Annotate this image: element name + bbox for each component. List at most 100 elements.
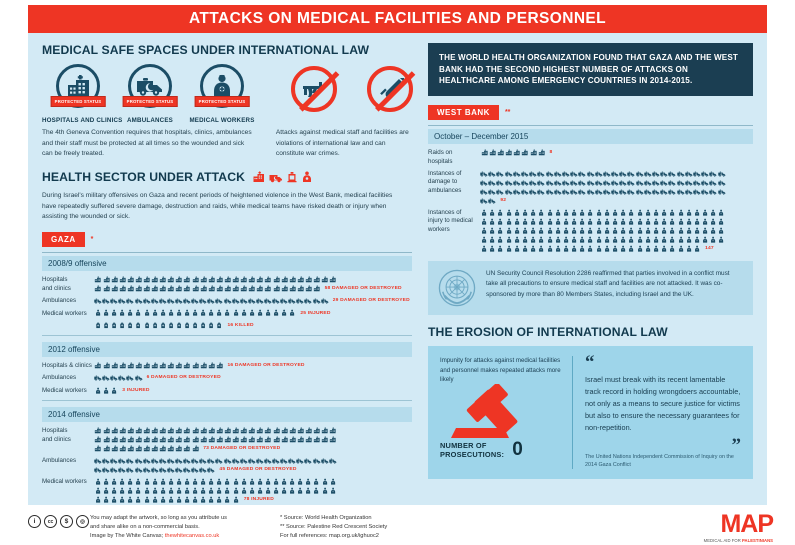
glyph-cell xyxy=(570,235,578,244)
glyph-cell xyxy=(570,169,578,178)
hospital-icon xyxy=(200,427,207,434)
medical-worker-icon xyxy=(144,310,149,316)
medical-worker-icon xyxy=(201,496,206,503)
ambulance-icon xyxy=(521,171,529,177)
glyph-cell xyxy=(215,426,223,435)
medical-worker-icon xyxy=(531,227,536,234)
ambulance-rear-icon xyxy=(287,172,297,183)
medical-worker-icon xyxy=(703,218,708,225)
offensive-block-title: 2008/9 offensive xyxy=(42,256,412,272)
glyph-cell xyxy=(488,169,496,178)
medical-worker-icon xyxy=(662,227,667,234)
data-row-note: 25 INJURED xyxy=(300,310,331,316)
glyph-cell xyxy=(668,208,676,217)
glyph-cell xyxy=(488,178,496,187)
medical-worker-icon xyxy=(629,245,634,252)
medical-worker-icon xyxy=(555,227,560,234)
glyph-cell xyxy=(546,244,554,253)
hospital-icon xyxy=(232,427,239,434)
medical-worker-icon xyxy=(144,487,149,494)
glyph-cell xyxy=(94,309,102,318)
glyph-cell xyxy=(701,217,709,226)
glyph-cell xyxy=(304,275,312,284)
license-line-1: You may adapt the artwork, so long as yo… xyxy=(90,515,228,521)
hospital-icon xyxy=(265,427,272,434)
data-row: Instances of injury to medical workers 14… xyxy=(428,208,753,253)
hospital-icon xyxy=(168,285,174,292)
glyph-line: 8 xyxy=(480,148,753,157)
glyph-cell xyxy=(272,296,280,305)
medical-worker-icon xyxy=(306,478,311,485)
medical-worker-icon xyxy=(670,218,675,225)
hospital-icon xyxy=(265,285,272,292)
glyph-cell xyxy=(272,435,280,444)
hospital-icon xyxy=(522,149,529,156)
glyph-cell xyxy=(537,226,545,235)
medical-worker-icon xyxy=(490,218,495,225)
glyph-cell xyxy=(562,217,570,226)
glyph-cell xyxy=(570,208,578,217)
quote-text: Israel must break with its recent lament… xyxy=(585,375,741,432)
medical-worker-icon xyxy=(95,387,101,394)
hospital-icon xyxy=(119,445,126,452)
ambulance-icon xyxy=(595,180,603,186)
cc-nc-icon: $ xyxy=(60,515,73,528)
medical-worker-icon xyxy=(498,209,503,216)
glyph-cell xyxy=(693,235,701,244)
ambulance-icon xyxy=(693,189,701,195)
glyph-cell xyxy=(603,235,611,244)
glyph-cell xyxy=(329,456,337,465)
medical-worker-icon xyxy=(290,487,295,494)
glyph-cell xyxy=(159,456,167,465)
ambulance-icon xyxy=(644,171,652,177)
credit-link[interactable]: thewhitecanvas.co.uk xyxy=(164,533,220,540)
glyph-cell xyxy=(102,444,110,453)
ambulance-icon xyxy=(488,171,496,177)
glyph-cell xyxy=(248,435,256,444)
ambulance-icon xyxy=(199,298,207,304)
glyph-cell xyxy=(240,456,248,465)
ambulance-icon xyxy=(537,189,545,195)
ambulance-icon xyxy=(660,171,668,177)
medical-worker-icon xyxy=(152,310,157,316)
glyph-cell xyxy=(288,284,296,293)
medical-worker-icon xyxy=(136,478,141,485)
glyph-cell xyxy=(652,187,660,196)
glyph-cell xyxy=(159,309,167,318)
hospital-icon xyxy=(281,276,288,283)
medical-worker-icon xyxy=(547,236,552,243)
west-bank-region-tag[interactable]: WEST BANK ** xyxy=(428,105,753,121)
glyph-cell xyxy=(537,244,545,253)
gaza-region-tag[interactable]: GAZA * xyxy=(42,232,412,248)
glyph-cell xyxy=(94,361,102,370)
glyph-cell xyxy=(134,456,142,465)
safe-spaces-text: The 4th Geneva Convention requires that … xyxy=(42,128,412,160)
glyph-cell xyxy=(94,465,102,474)
medical-worker-icon xyxy=(580,209,585,216)
ambulance-icon xyxy=(199,467,207,473)
safe-spaces-title: MEDICAL SAFE SPACES UNDER INTERNATIONAL … xyxy=(42,43,370,57)
ambulance-icon xyxy=(586,171,594,177)
un-resolution-text: UN Security Council Resolution 2286 reaf… xyxy=(486,270,730,298)
glyph-cell xyxy=(480,196,488,205)
glyph-cell xyxy=(296,456,304,465)
medical-worker-icon xyxy=(160,487,165,494)
ambulance-icon xyxy=(175,298,183,304)
glyph-cell xyxy=(159,477,167,486)
data-row-label: Raids on hospitals xyxy=(428,149,453,165)
medical-worker-icon xyxy=(298,478,303,485)
medical-worker-icon xyxy=(588,227,593,234)
glyph-cell xyxy=(134,486,142,495)
glyph-cell xyxy=(199,296,207,305)
medical-worker-icon xyxy=(645,236,650,243)
glyph-cell xyxy=(685,235,693,244)
glyph-cell xyxy=(126,444,134,453)
ambulance-icon xyxy=(280,458,288,464)
hospital-icon xyxy=(143,276,150,283)
glyph-cell xyxy=(668,187,676,196)
glyph-cell xyxy=(521,187,529,196)
hospital-icon xyxy=(257,427,263,434)
glyph-cell xyxy=(677,244,685,253)
glyph-cell xyxy=(118,309,126,318)
glyph-cell xyxy=(537,187,545,196)
